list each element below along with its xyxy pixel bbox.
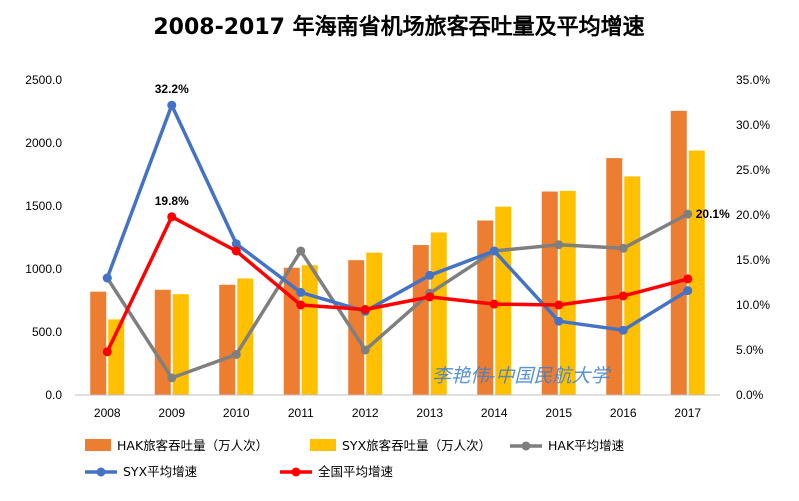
left-tick-label: 2000.0 — [25, 136, 62, 150]
syx-growth-point — [683, 286, 693, 296]
national-growth-point — [296, 300, 306, 310]
lines — [102, 100, 693, 383]
right-axis-ticks: 0.0% 5.0% 10.0% 15.0% 20.0% 25.0% 30.0% 35.0% — [736, 73, 770, 402]
national-growth-point — [360, 305, 370, 314]
right-tick-label: 5.0% — [736, 343, 764, 357]
legend-label: HAK旅客吞吐量（万人次） — [117, 438, 268, 453]
right-tick-label: 15.0% — [736, 253, 770, 267]
hak-bar — [477, 220, 494, 395]
legend-label: HAK平均增速 — [548, 438, 625, 453]
hak-growth-point — [296, 246, 306, 256]
x-tick-label: 2016 — [610, 406, 637, 420]
national-growth-point — [618, 291, 628, 301]
syx-bar — [172, 294, 189, 395]
right-tick-label: 30.0% — [736, 118, 770, 132]
hak-growth-point — [167, 373, 177, 383]
legend-label: SYX旅客吞吐量（万人次） — [342, 438, 491, 453]
legend-marker — [521, 441, 531, 451]
left-axis-ticks: 0.0 500.0 1000.0 1500.0 2000.0 2500.0 — [25, 73, 62, 402]
syx-growth-point — [296, 287, 306, 297]
left-tick-label: 1000.0 — [25, 262, 62, 276]
hak-bar — [606, 158, 623, 395]
syx-bar — [624, 176, 641, 395]
hak-growth-point — [360, 345, 370, 355]
left-tick-label: 2500.0 — [25, 73, 62, 87]
legend-label: SYX平均增速 — [123, 464, 198, 479]
x-tick-label: 2012 — [352, 406, 379, 420]
national-growth-point — [231, 246, 241, 256]
syx-growth-point — [167, 100, 177, 110]
syx-growth-point — [231, 239, 241, 249]
right-tick-label: 10.0% — [736, 298, 770, 312]
x-tick-label: 2008 — [94, 406, 121, 420]
legend-marker — [291, 467, 301, 477]
chart-title: 2008-2017 年海南省机场旅客吞吐量及平均增速 — [153, 14, 644, 40]
data-label: 32.2% — [155, 82, 189, 96]
syx-bar — [495, 206, 512, 395]
right-tick-label: 35.0% — [736, 73, 770, 87]
data-label: 20.1% — [696, 207, 730, 221]
left-tick-label: 1500.0 — [25, 199, 62, 213]
hak-growth-line — [105, 212, 690, 380]
legend-marker — [96, 467, 106, 477]
x-tick-label: 2017 — [674, 406, 701, 420]
national-growth-point — [425, 292, 435, 302]
syx-growth-point — [554, 316, 564, 326]
x-tick-label: 2010 — [223, 406, 250, 420]
syx-bar — [688, 150, 705, 395]
hak-bar — [541, 191, 558, 395]
data-labels: 32.2% 19.8% 20.1% — [155, 82, 730, 221]
x-axis-ticks: 2008 2009 2010 2011 2012 2013 2014 2015 2016 2017 — [94, 406, 702, 420]
hak-bar — [219, 284, 236, 395]
national-growth-point — [167, 212, 177, 222]
legend-swatch — [85, 439, 111, 451]
right-tick-label: 25.0% — [736, 163, 770, 177]
right-tick-label: 0.0% — [736, 388, 764, 402]
bars — [90, 110, 705, 396]
x-tick-label: 2009 — [158, 406, 185, 420]
syx-bar — [559, 190, 576, 395]
hak-bar — [90, 291, 107, 395]
x-tick-label: 2011 — [288, 406, 314, 420]
syx-bar — [301, 265, 318, 395]
syx-growth-point — [618, 325, 628, 335]
syx-growth-line — [105, 103, 690, 332]
hak-growth-point — [231, 350, 241, 359]
x-tick-label: 2013 — [416, 406, 443, 420]
syx-bar — [366, 252, 383, 395]
x-tick-label: 2014 — [481, 406, 508, 420]
syx-growth-point — [102, 273, 112, 283]
hak-bar — [412, 245, 429, 395]
hak-growth-point — [683, 209, 693, 219]
x-tick-label: 2015 — [545, 406, 572, 420]
national-growth-point — [683, 274, 693, 284]
right-tick-label: 20.0% — [736, 208, 770, 222]
national-growth-line — [105, 215, 690, 354]
national-growth-point — [554, 300, 564, 310]
legend-label: 全国平均增速 — [318, 464, 394, 479]
hak-growth-point — [618, 243, 628, 253]
legend: HAK旅客吞吐量（万人次） SYX旅客吞吐量（万人次） HAK平均增速 SYX平均增速… — [85, 438, 625, 479]
hak-growth-point — [554, 240, 564, 250]
watermark: 李艳伟-中国民航大学 — [432, 365, 611, 387]
hak-bar — [670, 110, 687, 396]
legend-swatch — [310, 439, 336, 451]
hak-bar — [348, 260, 365, 395]
national-growth-point — [102, 347, 112, 357]
data-label: 19.8% — [155, 194, 189, 208]
left-tick-label: 500.0 — [32, 325, 62, 339]
left-tick-label: 0.0 — [45, 388, 62, 402]
syx-growth-point — [425, 270, 435, 280]
national-growth-point — [489, 299, 499, 309]
syx-bar — [237, 278, 254, 395]
syx-growth-point — [489, 246, 499, 256]
